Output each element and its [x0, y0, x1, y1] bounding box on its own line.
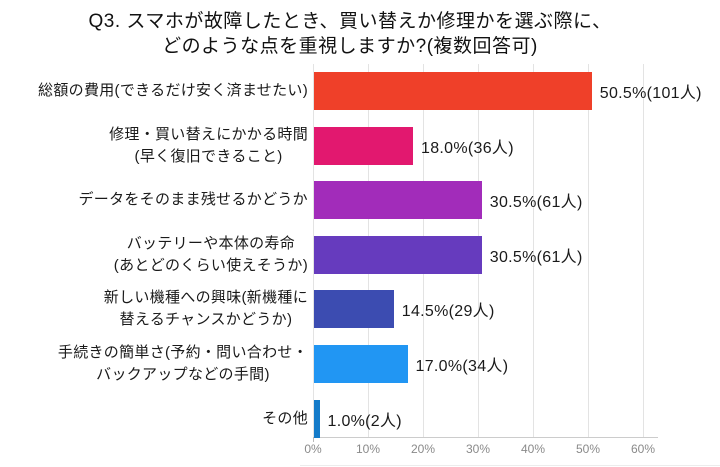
category-label: 新しい機種への興味(新機種に 替えるチャンスかどうか)	[103, 289, 308, 329]
x-axis-line	[313, 437, 658, 438]
value-label: 1.0%(2人)	[327, 412, 402, 430]
value-label: 18.0%(36人)	[421, 139, 514, 157]
x-axis-tick-label: 20%	[410, 442, 436, 456]
chart-title: Q3. スマホが故障したとき、買い替えか修理かを選ぶ際に、 どのような点を重視し…	[88, 11, 612, 57]
category-label: 修理・買い替えにかかる時間 (早く復旧できること)	[109, 125, 308, 165]
value-label: 30.5%(61人)	[489, 194, 583, 212]
gridline	[313, 64, 314, 437]
value-label: 30.5%(61人)	[489, 248, 583, 266]
x-axis-zero-tick	[313, 437, 314, 442]
x-axis-tick-label: 60%	[630, 442, 656, 456]
x-axis-tick-label: 40%	[520, 442, 546, 456]
gridline	[533, 64, 534, 437]
category-label: データをそのまま残せるかどうか	[78, 191, 308, 209]
x-axis-tick-label: 30%	[465, 442, 491, 456]
bar	[314, 399, 320, 438]
bar	[314, 235, 482, 274]
bar	[314, 72, 592, 110]
bar	[314, 345, 408, 383]
x-axis-tick-label: 0%	[304, 442, 322, 456]
gridline	[588, 64, 589, 437]
value-label: 50.5%(101人)	[599, 85, 702, 102]
gridline	[643, 64, 644, 437]
bar	[314, 126, 413, 165]
value-label: 14.5%(29人)	[401, 303, 495, 321]
category-label: バッテリーや本体の寿命 (あとどのくらい使えそうか)	[113, 234, 308, 274]
x-axis-tick-label: 10%	[355, 442, 381, 456]
bar	[314, 181, 482, 220]
bar	[314, 290, 394, 329]
category-label: 手続きの簡単さ(予約・問い合わせ・ バックアップなどの手間)	[57, 344, 308, 383]
image-bottom-edge	[300, 465, 720, 466]
value-label: 17.0%(34人)	[415, 358, 509, 375]
x-axis-tick-label: 50%	[575, 442, 601, 456]
category-label: 総額の費用(できるだけ安く済ませたい)	[38, 82, 308, 99]
category-label: その他	[262, 409, 308, 427]
